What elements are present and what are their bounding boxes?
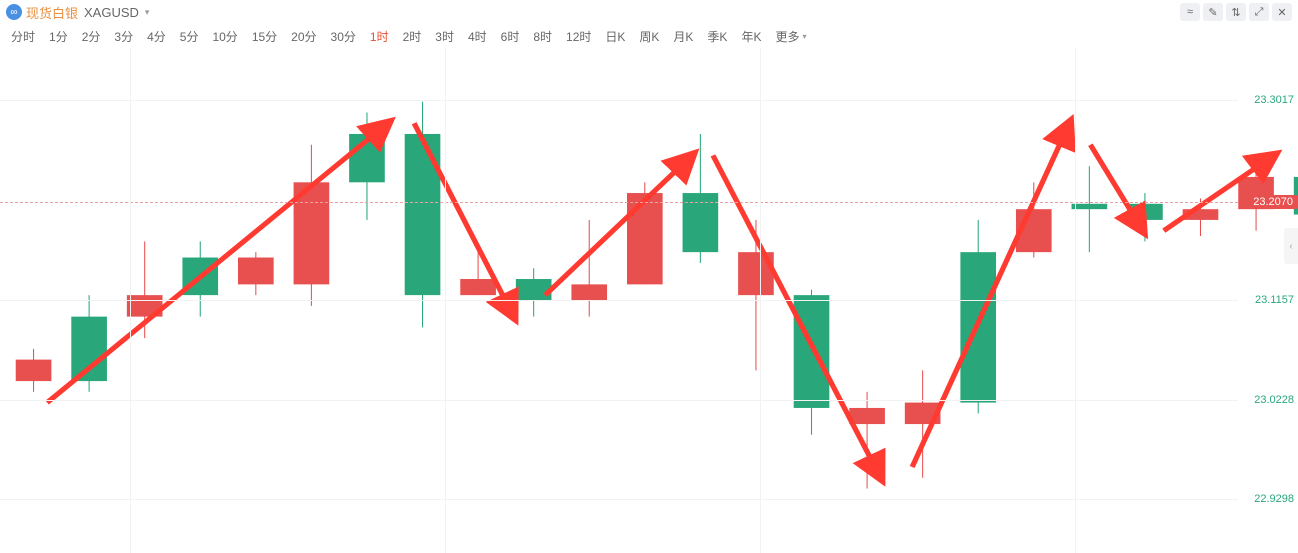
timeframe-3分[interactable]: 3分 xyxy=(107,26,140,47)
tool-button-2[interactable]: ⇅ xyxy=(1226,3,1246,21)
trend-arrow xyxy=(912,123,1069,467)
y-axis-label: 23.2070 xyxy=(1248,195,1298,209)
tool-button-1[interactable]: ✎ xyxy=(1203,3,1223,21)
trend-arrow xyxy=(47,123,388,402)
current-price-line xyxy=(0,202,1238,203)
trend-arrow xyxy=(1090,145,1142,231)
candle[interactable] xyxy=(1072,204,1108,209)
y-axis-label: 22.9298 xyxy=(1254,493,1294,505)
timeframe-30分[interactable]: 30分 xyxy=(324,26,363,47)
tool-button-3[interactable]: ⤢ xyxy=(1249,3,1269,21)
timeframe-6时[interactable]: 6时 xyxy=(494,26,527,47)
candle[interactable] xyxy=(849,408,885,424)
timeframe-1分[interactable]: 1分 xyxy=(42,26,75,47)
timeframe-8时[interactable]: 8时 xyxy=(526,26,559,47)
candle[interactable] xyxy=(794,295,830,408)
chevron-down-icon[interactable]: ▾ xyxy=(145,7,150,18)
timeframe-2分[interactable]: 2分 xyxy=(75,26,108,47)
timeframe-周K[interactable]: 周K xyxy=(632,26,666,47)
timeframe-年K[interactable]: 年K xyxy=(734,26,768,47)
gridline xyxy=(0,400,1238,401)
y-axis-label: 23.0228 xyxy=(1254,394,1294,406)
timeframe-3时[interactable]: 3时 xyxy=(428,26,461,47)
instrument-symbol: XAGUSD xyxy=(84,5,139,20)
timeframe-12时[interactable]: 12时 xyxy=(559,26,598,47)
y-axis-label: 23.3017 xyxy=(1254,94,1294,106)
timeframe-bar: 分时1分2分3分4分5分10分15分20分30分1时2时3时4时6时8时12时日… xyxy=(0,24,1298,48)
timeframe-2时[interactable]: 2时 xyxy=(396,26,429,47)
timeframe-月K[interactable]: 月K xyxy=(666,26,700,47)
toolbar: ≈✎⇅⤢✕ xyxy=(1180,3,1292,21)
instrument-name[interactable]: 现货白银 xyxy=(26,3,78,22)
timeframe-季K[interactable]: 季K xyxy=(700,26,734,47)
gridline xyxy=(0,100,1238,101)
header: ∞ 现货白银 XAGUSD ▾ ≈✎⇅⤢✕ xyxy=(0,0,1298,24)
logo-icon: ∞ xyxy=(6,4,22,20)
v-gridline xyxy=(445,48,446,553)
candle[interactable] xyxy=(571,284,607,300)
timeframe-15分[interactable]: 15分 xyxy=(245,26,284,47)
gridline xyxy=(0,499,1238,500)
collapse-panel-button[interactable]: ‹ xyxy=(1284,228,1298,264)
y-axis-label: 23.1157 xyxy=(1255,294,1294,306)
v-gridline xyxy=(760,48,761,553)
trend-arrow xyxy=(713,155,881,477)
chevron-down-icon[interactable]: ▾ xyxy=(802,32,806,41)
candle[interactable] xyxy=(516,279,552,300)
candle[interactable] xyxy=(627,193,663,284)
candle[interactable] xyxy=(238,258,274,285)
trend-arrow xyxy=(545,155,692,295)
timeframe-日K[interactable]: 日K xyxy=(598,26,632,47)
timeframe-4分[interactable]: 4分 xyxy=(140,26,173,47)
candle[interactable] xyxy=(16,360,52,381)
timeframe-20分[interactable]: 20分 xyxy=(284,26,323,47)
tool-button-4[interactable]: ✕ xyxy=(1272,3,1292,21)
y-axis: 23.3017 23.2070 23.1157 23.0228 22.9298 xyxy=(1238,48,1298,553)
v-gridline xyxy=(130,48,131,553)
timeframe-1时[interactable]: 1时 xyxy=(363,26,396,47)
chart-area[interactable] xyxy=(0,48,1298,553)
candle[interactable] xyxy=(460,279,496,295)
timeframe-10分[interactable]: 10分 xyxy=(205,26,244,47)
gridline xyxy=(0,300,1238,301)
timeframe-更多[interactable]: 更多 xyxy=(768,26,806,47)
tool-button-0[interactable]: ≈ xyxy=(1180,3,1200,21)
v-gridline xyxy=(1075,48,1076,553)
header-left: ∞ 现货白银 XAGUSD ▾ xyxy=(6,3,149,22)
timeframe-5分[interactable]: 5分 xyxy=(173,26,206,47)
timeframe-4时[interactable]: 4时 xyxy=(461,26,494,47)
timeframe-分时[interactable]: 分时 xyxy=(4,26,42,47)
